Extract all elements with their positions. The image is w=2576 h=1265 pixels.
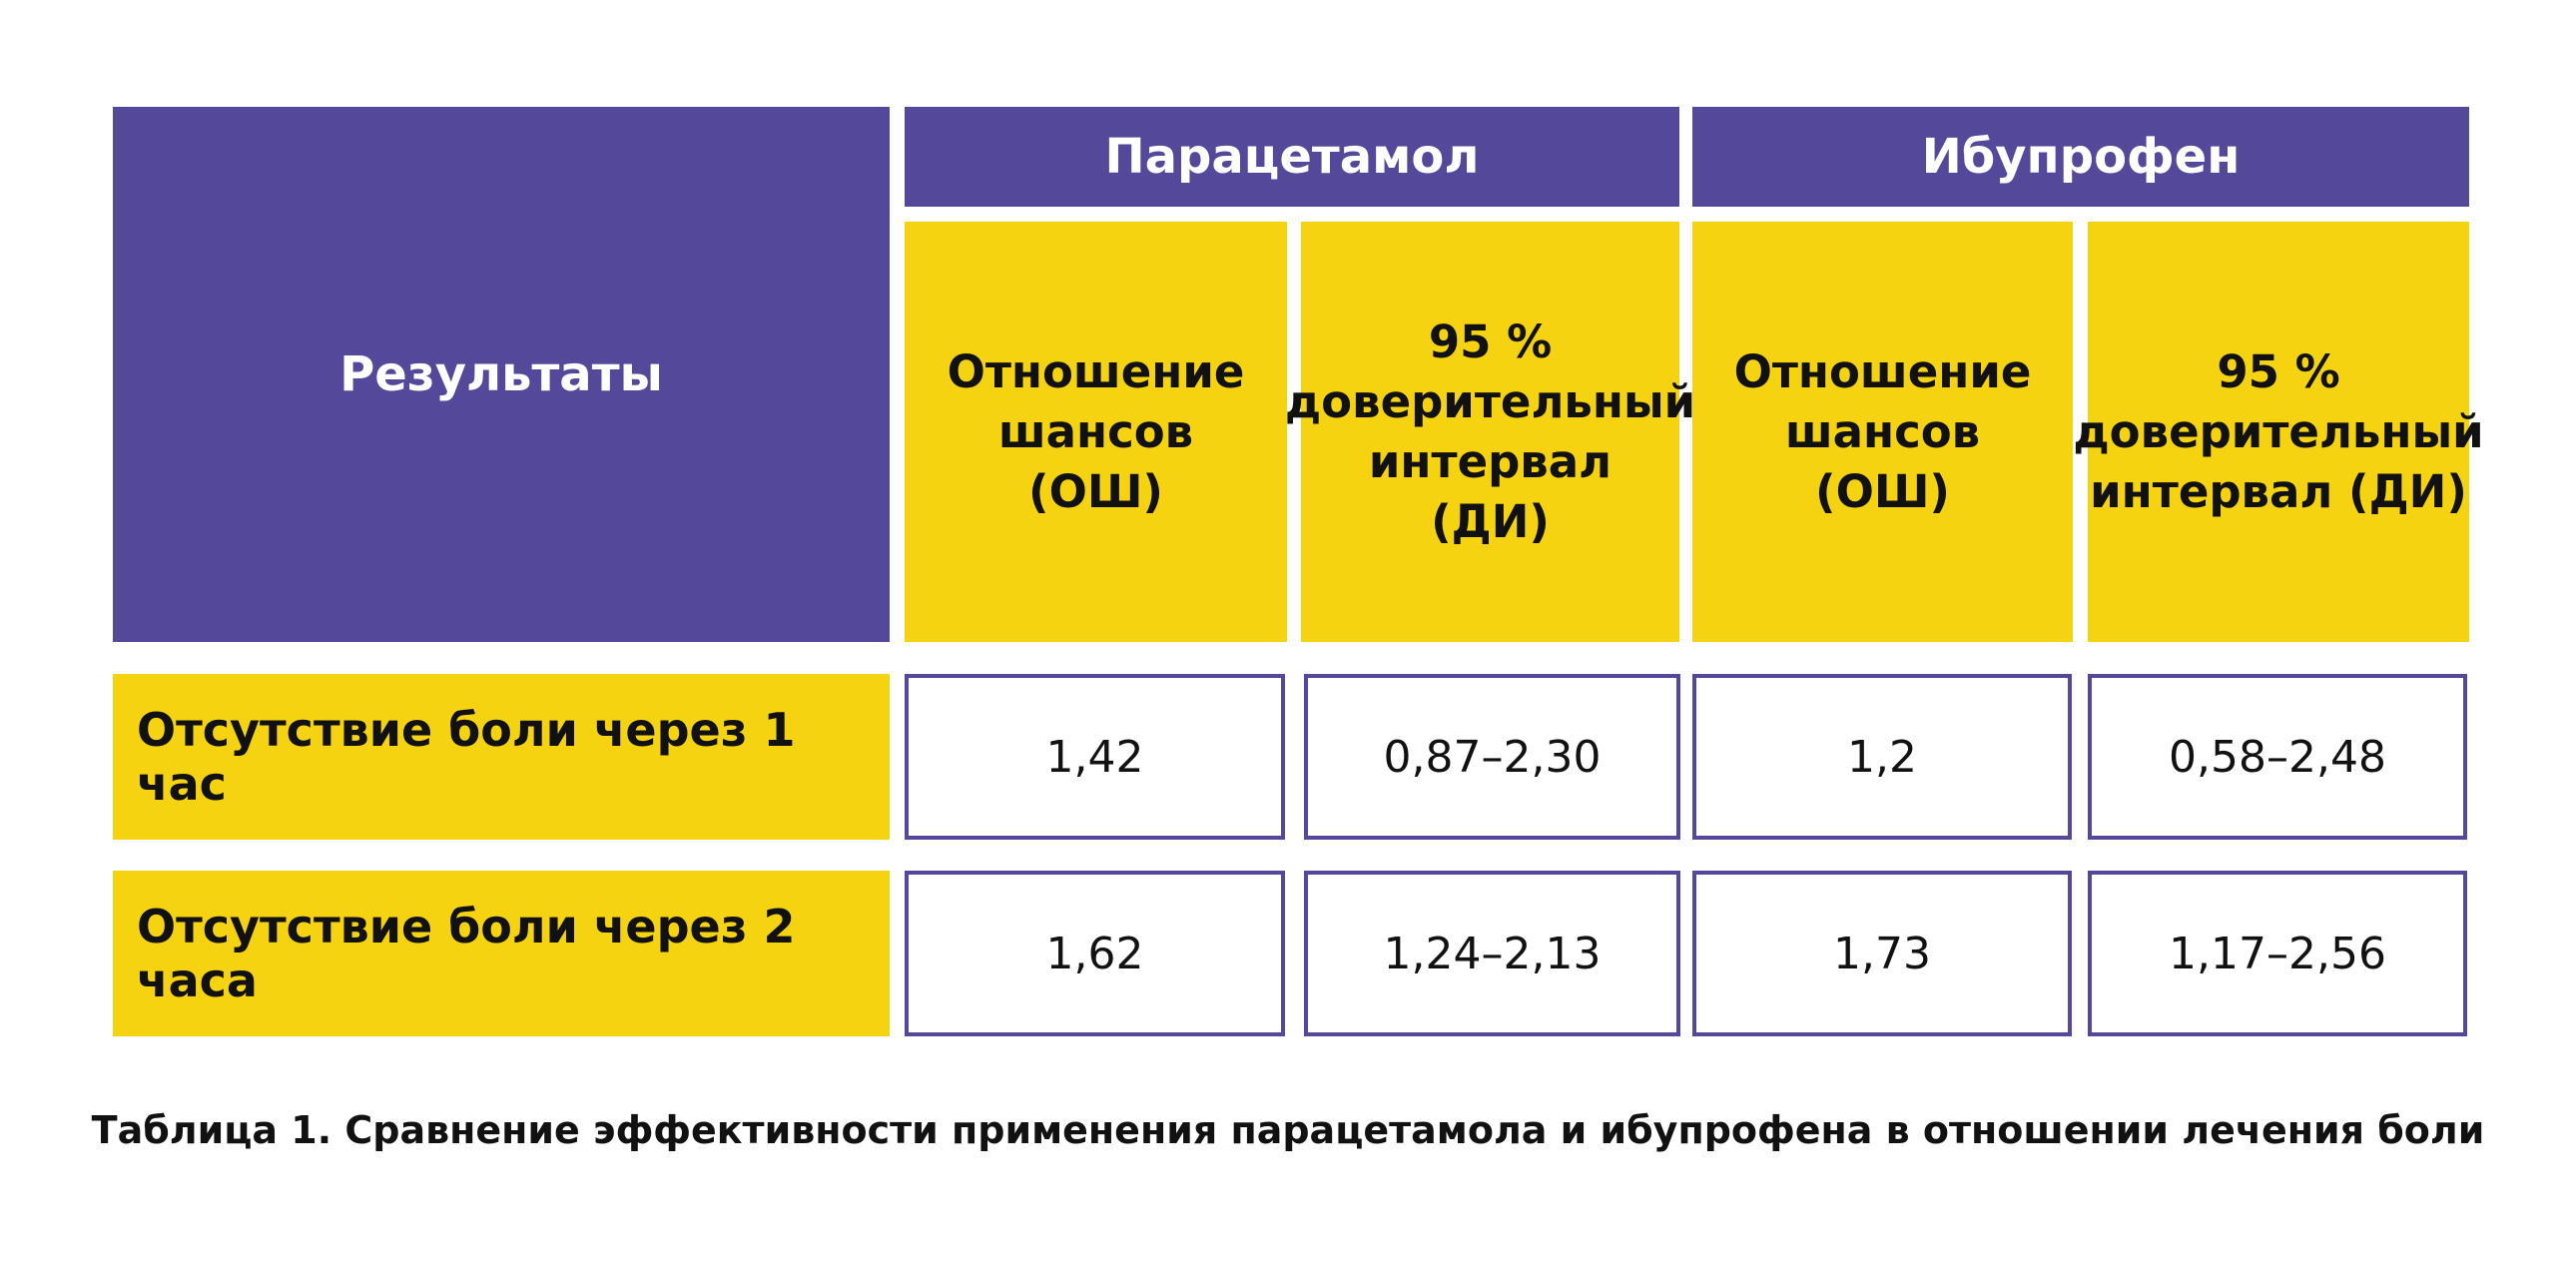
subheader-ibuprofen-or: Отношение шансов (ОШ) [1692,222,2073,642]
table-caption: Таблица 1. Сравнение эффективности приме… [91,1108,2485,1152]
results-header-label: Результаты [339,346,663,402]
table-cell: 1,62 [905,871,1285,1036]
cell-value: 1,62 [1045,928,1144,979]
table-cell: 0,58–2,48 [2088,674,2467,840]
subheader-ibuprofen-ci: 95 % доверительный интервал (ДИ) [2073,222,2484,642]
cell-value: 1,73 [1833,928,1931,979]
group-header-paracetamol: Парацетамол [905,107,1679,207]
cell-value: 0,58–2,48 [2169,731,2386,783]
subheader-label: Отношение шансов (ОШ) [1733,344,2032,518]
table-cell: 1,2 [1692,674,2072,840]
group-header-label: Парацетамол [1104,129,1480,185]
row-label-2h: Отсутствие боли через 2 часа [113,871,890,1036]
table-cell: 1,17–2,56 [2088,871,2467,1036]
subheader-paracetamol-or: Отношение шансов (ОШ) [905,222,1287,642]
cell-value: 1,17–2,56 [2169,928,2386,979]
results-header: Результаты [113,107,890,642]
row-label-text: Отсутствие боли через 2 часа [137,900,796,1007]
table-cell: 1,42 [905,674,1285,840]
table-cell: 1,73 [1692,871,2072,1036]
subheader-paracetamol-ci: 95 % доверительный интервал (ДИ) [1285,222,1695,642]
row-label-1h: Отсутствие боли через 1 час [113,674,890,840]
cell-value: 1,2 [1847,731,1917,783]
cell-value: 1,24–2,13 [1383,928,1602,979]
row-label-text: Отсутствие боли через 1 час [137,703,796,811]
subheader-label: 95 % доверительный интервал (ДИ) [2073,344,2484,518]
group-header-label: Ибупрофен [1921,129,2241,185]
cell-value: 1,42 [1045,731,1144,783]
table-cell: 0,87–2,30 [1304,674,1680,840]
group-header-ibuprofen: Ибупрофен [1692,107,2469,207]
subheader-label: 95 % доверительный интервал (ДИ) [1284,315,1696,548]
cell-value: 0,87–2,30 [1383,731,1602,783]
table-cell: 1,24–2,13 [1304,871,1680,1036]
subheader-label: Отношение шансов (ОШ) [947,344,1245,518]
